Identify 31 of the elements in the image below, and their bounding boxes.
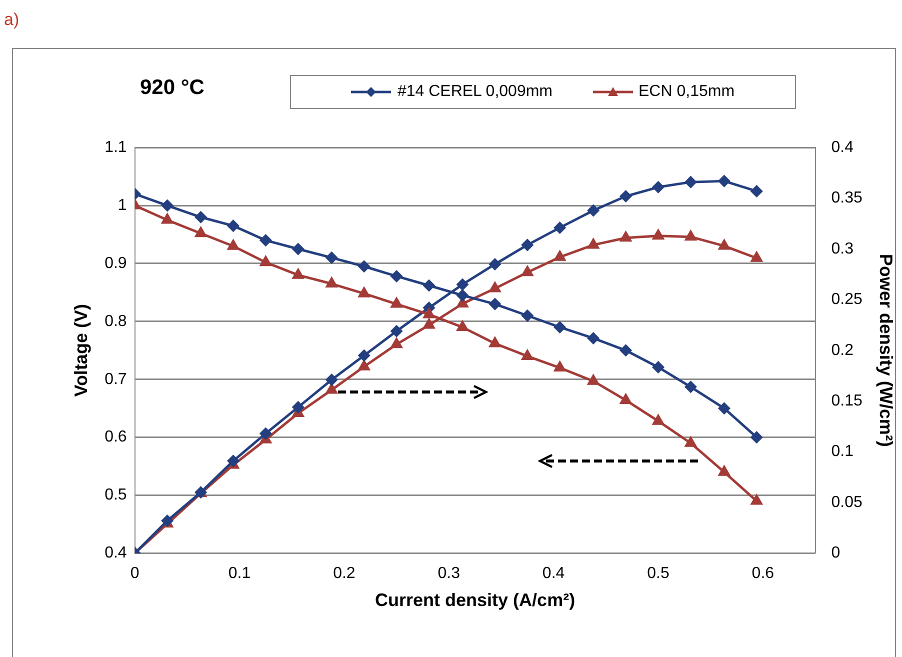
- x-tick-label: 0.5: [647, 565, 670, 582]
- x-tick-label: 0.1: [228, 565, 251, 582]
- y2-tick-label: 0: [831, 544, 840, 562]
- y2-tick-label: 0.4: [831, 139, 854, 156]
- y-tick-label: 0.5: [104, 486, 127, 504]
- y2-tick-label: 0.05: [831, 494, 862, 511]
- y2-tick-label: 0.15: [831, 392, 862, 410]
- legend-label: #14 CEREL 0,009mm: [397, 83, 552, 101]
- y2-tick-label: 0.1: [831, 443, 854, 460]
- y2-axis-title: Power density (W/cm²): [876, 254, 896, 447]
- x-tick-label: 0.2: [333, 565, 356, 582]
- y2-tick-label: 0.25: [831, 291, 862, 308]
- y2-tick-label: 0.35: [831, 190, 862, 207]
- y-tick-label: 0.9: [104, 254, 127, 272]
- text: a): [4, 10, 20, 30]
- legend-label: ECN 0,15mm: [638, 83, 735, 101]
- y-tick-label: 0.8: [104, 312, 127, 330]
- x-tick-label: 0.6: [752, 565, 774, 582]
- x-tick-label: 0: [130, 565, 140, 582]
- y-axis-title: Voltage (V): [70, 304, 91, 397]
- y-tick-label: 0.7: [104, 370, 127, 388]
- x-axis-title: Current density (A/cm²): [375, 590, 576, 610]
- y2-tick-label: 0.3: [831, 240, 854, 258]
- y-tick-label: 0.4: [104, 544, 127, 562]
- y-tick-label: 1: [118, 196, 127, 214]
- y-tick-label: 1.1: [104, 139, 127, 156]
- chart-title: 920 °C: [140, 76, 204, 100]
- y-tick-label: 0.6: [104, 428, 127, 446]
- y2-tick-label: 0.2: [831, 342, 854, 359]
- x-tick-label: 0.3: [438, 565, 460, 582]
- x-tick-label: 0.4: [542, 565, 565, 582]
